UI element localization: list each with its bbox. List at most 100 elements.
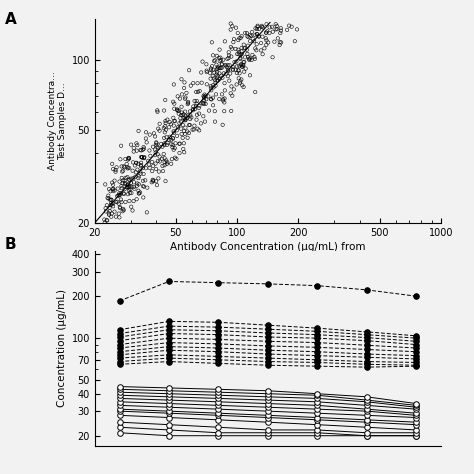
Point	[209, 72, 217, 80]
Point	[125, 184, 132, 191]
Point	[153, 182, 161, 189]
Point	[176, 149, 183, 157]
Point	[209, 52, 217, 59]
Point	[116, 407, 123, 415]
Point	[137, 146, 144, 154]
Point	[412, 337, 420, 345]
Point	[214, 63, 222, 71]
Point	[164, 158, 171, 166]
Point	[178, 130, 185, 138]
Point	[246, 72, 254, 79]
Point	[116, 204, 124, 212]
Point	[273, 26, 281, 33]
Point	[164, 116, 171, 123]
Point	[108, 196, 115, 203]
Point	[264, 419, 272, 426]
Point	[125, 155, 133, 162]
Point	[202, 92, 210, 100]
Point	[137, 163, 145, 170]
Point	[125, 181, 132, 188]
Point	[412, 421, 420, 428]
Point	[313, 398, 321, 406]
Point	[112, 168, 119, 175]
Point	[184, 100, 191, 108]
Point	[120, 163, 128, 170]
Point	[124, 173, 131, 181]
Point	[264, 354, 272, 362]
Point	[128, 189, 135, 197]
Point	[120, 190, 128, 197]
Point	[165, 393, 173, 401]
Point	[224, 73, 232, 80]
Point	[171, 105, 178, 112]
Point	[207, 66, 215, 73]
Point	[313, 328, 321, 335]
Point	[112, 213, 120, 220]
Point	[363, 393, 371, 401]
Point	[161, 162, 168, 169]
Point	[412, 355, 420, 363]
Point	[103, 201, 110, 209]
Point	[273, 22, 281, 30]
Point	[109, 187, 117, 194]
Y-axis label: Antibody Concentra...
Test Samples D...: Antibody Concentra... Test Samples D...	[48, 72, 67, 170]
Point	[210, 57, 218, 65]
Point	[116, 178, 123, 185]
Point	[251, 53, 258, 61]
Point	[253, 30, 261, 38]
Point	[121, 179, 129, 187]
Point	[225, 48, 233, 56]
Point	[160, 124, 168, 132]
Point	[165, 322, 173, 330]
Point	[112, 166, 119, 174]
Point	[412, 432, 420, 439]
Point	[363, 358, 371, 365]
Point	[129, 159, 137, 166]
Point	[254, 23, 261, 31]
Point	[186, 121, 194, 129]
Point	[101, 181, 109, 188]
Point	[207, 84, 215, 91]
Point	[254, 22, 262, 29]
Point	[126, 189, 134, 197]
Point	[200, 112, 207, 120]
Point	[412, 344, 420, 352]
Point	[128, 183, 135, 191]
Point	[264, 337, 272, 345]
Point	[122, 198, 129, 206]
Point	[195, 110, 203, 118]
Point	[128, 141, 135, 148]
Point	[140, 143, 147, 151]
Point	[137, 159, 145, 166]
Point	[111, 208, 118, 216]
Point	[363, 432, 371, 439]
Point	[163, 133, 170, 141]
Point	[180, 139, 188, 147]
Point	[313, 401, 321, 409]
Point	[137, 170, 145, 177]
Point	[109, 201, 116, 208]
Point	[124, 191, 132, 198]
Point	[193, 116, 201, 123]
Point	[264, 280, 272, 288]
Point	[164, 139, 171, 146]
Point	[176, 119, 183, 127]
Point	[124, 156, 132, 164]
Point	[244, 42, 252, 49]
Point	[142, 135, 150, 142]
Point	[112, 198, 119, 206]
Point	[117, 191, 124, 199]
Point	[221, 37, 228, 45]
Point	[214, 77, 222, 84]
Point	[116, 358, 123, 365]
Point	[118, 198, 126, 206]
Point	[283, 26, 291, 34]
Point	[165, 318, 173, 325]
Point	[171, 144, 179, 152]
Point	[132, 159, 140, 166]
Point	[152, 165, 160, 173]
Point	[186, 115, 194, 123]
Point	[118, 168, 126, 175]
Point	[131, 185, 138, 192]
Point	[121, 164, 128, 171]
